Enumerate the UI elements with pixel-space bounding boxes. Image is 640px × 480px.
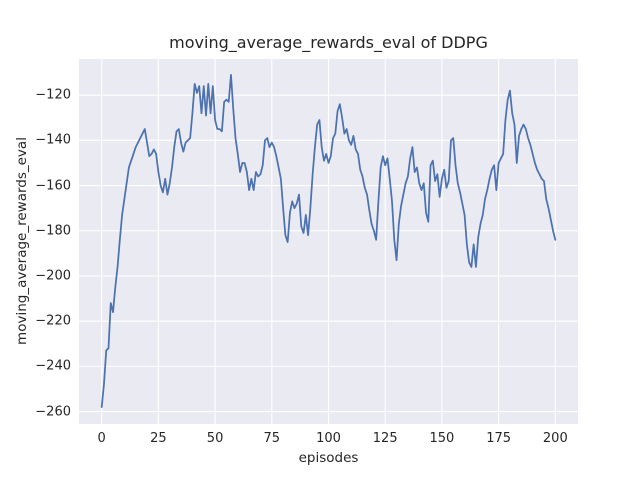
y-tick-label: −260 <box>35 404 71 420</box>
chart-title: moving_average_rewards_eval of DDPG <box>169 33 488 52</box>
y-tick-label: −160 <box>35 178 71 194</box>
plot-area <box>79 59 578 424</box>
x-tick-label: 200 <box>542 431 568 446</box>
y-tick-label: −200 <box>35 268 71 284</box>
y-tick-label: −220 <box>35 313 71 329</box>
x-tick-label: 75 <box>263 431 281 446</box>
x-tick-label: 125 <box>372 431 398 446</box>
x-tick-label: 150 <box>429 431 455 446</box>
y-tick-label: −140 <box>35 132 71 148</box>
x-axis-label: episodes <box>298 450 359 466</box>
x-tick-label: 25 <box>150 431 167 446</box>
line-series-svg <box>79 59 578 424</box>
x-tick-label: 50 <box>206 431 224 446</box>
x-tick-label: 175 <box>486 431 512 446</box>
data-line <box>100 73 557 408</box>
y-tick-label: −240 <box>35 358 71 374</box>
y-tick-label: −180 <box>35 223 71 239</box>
x-tick-label: 100 <box>316 431 341 446</box>
x-tick-label: 0 <box>97 431 106 446</box>
y-tick-label: −120 <box>35 87 71 103</box>
